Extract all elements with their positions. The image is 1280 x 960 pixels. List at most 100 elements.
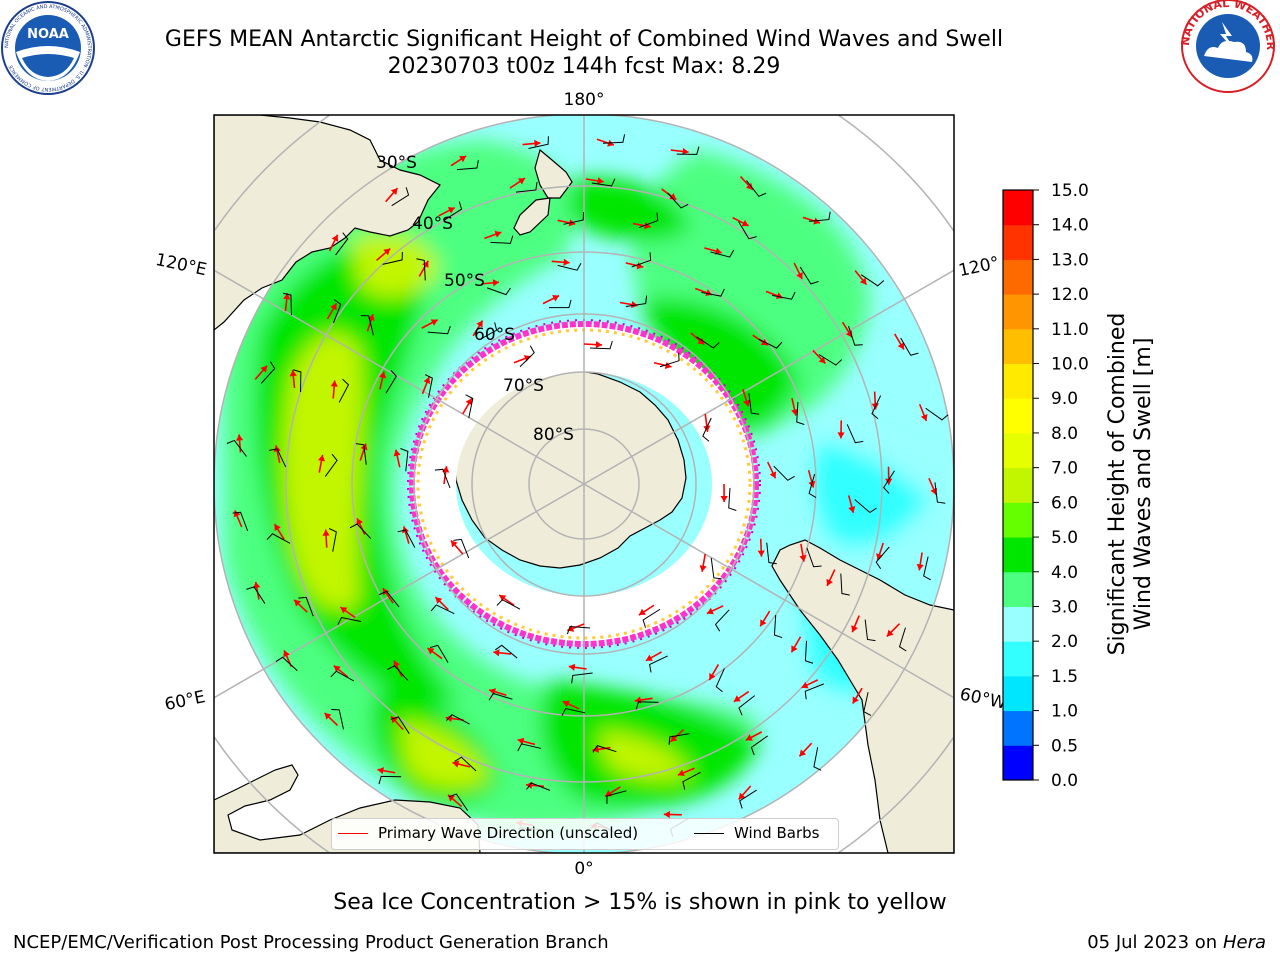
colorbar-segment: [1003, 190, 1033, 226]
wave-arrow-head: [801, 681, 809, 689]
lon-label-bottom: 0°: [574, 859, 593, 879]
wind-barb: [328, 528, 337, 552]
wind-barb: [758, 338, 783, 349]
colorbar-tick-label: 1.0: [1051, 702, 1078, 722]
wave-arrow-head: [859, 277, 867, 285]
wind-barb: [444, 201, 463, 221]
lon-label-120e: 120°E: [154, 250, 209, 280]
wave-arrow-head: [897, 342, 904, 350]
wave-arrow-head: [597, 177, 604, 185]
wind-barb: [863, 692, 872, 716]
wave-arrow-head: [743, 399, 750, 407]
lon-label-top: 180°: [564, 90, 605, 110]
wave-arrow-head: [682, 147, 689, 156]
wind-barb: [397, 529, 416, 548]
colorbar-tick-label: 4.0: [1051, 563, 1078, 583]
wind-barb: [773, 615, 783, 639]
wind-barb: [456, 160, 479, 171]
colorbar-tick-label: 9.0: [1051, 389, 1078, 409]
wave-arrow-head: [568, 663, 576, 671]
credit-date-text: 05 Jul 2023 on: [1087, 932, 1223, 953]
wave-arrow-head: [592, 745, 599, 753]
wind-barb: [715, 668, 725, 693]
colorbar-label-line2: Wind Waves and Swell [m]: [1131, 338, 1156, 631]
wind-barb: [589, 340, 613, 350]
colorbar-tick-label: 7.0: [1051, 459, 1078, 479]
sea-ice-caption: Sea Ice Concentration > 15% is shown in …: [333, 890, 947, 915]
wind-barb: [333, 299, 342, 324]
colorbar-segment: [1003, 328, 1033, 365]
wind-barb: [846, 424, 864, 444]
map-legend: Primary Wave Direction (unscaled) Wind B…: [331, 818, 839, 850]
wind-barb: [387, 665, 409, 681]
colorbar-segment: [1003, 502, 1033, 538]
wave-arrow-head: [322, 529, 330, 536]
wave-arrow-head: [818, 356, 826, 364]
wave-arrow-head: [289, 370, 297, 377]
wind-barb: [360, 315, 374, 336]
colorbar-segment: [1003, 363, 1033, 399]
colorbar-segment: [1003, 467, 1033, 503]
wave-arrow-head: [745, 734, 753, 741]
wave-arrow-head: [760, 619, 767, 627]
wind-barb: [860, 274, 885, 287]
wave-arrow-head: [837, 432, 845, 439]
wave-arrow-head: [636, 262, 644, 270]
wind-barb: [416, 258, 426, 281]
colorbar-tick-label: 6.0: [1051, 493, 1078, 513]
wind-barb: [806, 547, 822, 568]
colorbar-tick-label: 5.0: [1051, 528, 1078, 548]
wind-barb: [563, 212, 585, 225]
wind-barb: [429, 644, 449, 663]
wind-barb: [496, 599, 521, 610]
wave-arrow-head: [709, 673, 716, 681]
wind-barb: [591, 178, 616, 187]
wave-arrow-head: [562, 700, 570, 708]
colorbar: 0.0 0.5 1.0 1.5 2.0 3.0 4.0 5.0 6.0 7.0 8.0 9.0 10.0…: [1002, 181, 1089, 791]
wave-arrow-head: [356, 518, 363, 526]
wave-arrow-head: [422, 260, 429, 268]
wave-arrow-head: [493, 649, 500, 657]
credit-date: 05 Jul 2023 on Hera: [1087, 932, 1266, 953]
wave-arrow-head: [720, 495, 728, 502]
wind-barb: [771, 291, 796, 300]
wave-arrow-head: [645, 654, 653, 661]
wave-arrow-head: [317, 454, 326, 462]
land: [214, 115, 954, 853]
wind-barb: [649, 655, 668, 673]
wave-arrow-head: [435, 597, 443, 604]
wind-barb: [517, 743, 542, 752]
wind-barb: [796, 401, 805, 425]
colorbar-segment: [1003, 294, 1033, 330]
nws-logo: NATIONAL WEATHER SERVICE: [0, 0, 1277, 93]
wave-arrow-head: [331, 234, 339, 242]
wave-arrow-head: [430, 319, 438, 326]
wind-barb: [453, 538, 470, 559]
wind-barb: [883, 470, 895, 494]
noaa-logo: NOAA NATIONAL OCEANIC AND ATMOSPHERIC AD…: [1, 1, 95, 95]
wind-barb: [808, 211, 831, 222]
wave-arrow-head: [390, 188, 398, 196]
wave-arrow-head: [552, 295, 560, 302]
wave-arrow-head: [423, 377, 431, 384]
wind-barb: [898, 627, 907, 652]
wave-arrow-head: [826, 578, 833, 586]
wind-barb: [635, 701, 659, 710]
wind-barb: [561, 707, 586, 716]
wind-barb: [349, 523, 372, 539]
wave-arrow-head: [534, 139, 541, 148]
lat-label-60s: 60°S: [474, 325, 515, 345]
wave-arrow-head: [714, 247, 722, 255]
wave-arrow-head: [393, 660, 400, 668]
colorbar-tick-label: 11.0: [1051, 320, 1089, 340]
wave-arrow-head: [452, 760, 460, 768]
lat-label-50s: 50°S: [444, 271, 485, 291]
wave-arrow-head: [294, 599, 301, 607]
svg-text:NOAA: NOAA: [27, 27, 69, 42]
wave-arrow-head: [499, 595, 507, 602]
colorbar-segment: [1003, 537, 1033, 573]
wave-arrow-head: [799, 555, 807, 562]
